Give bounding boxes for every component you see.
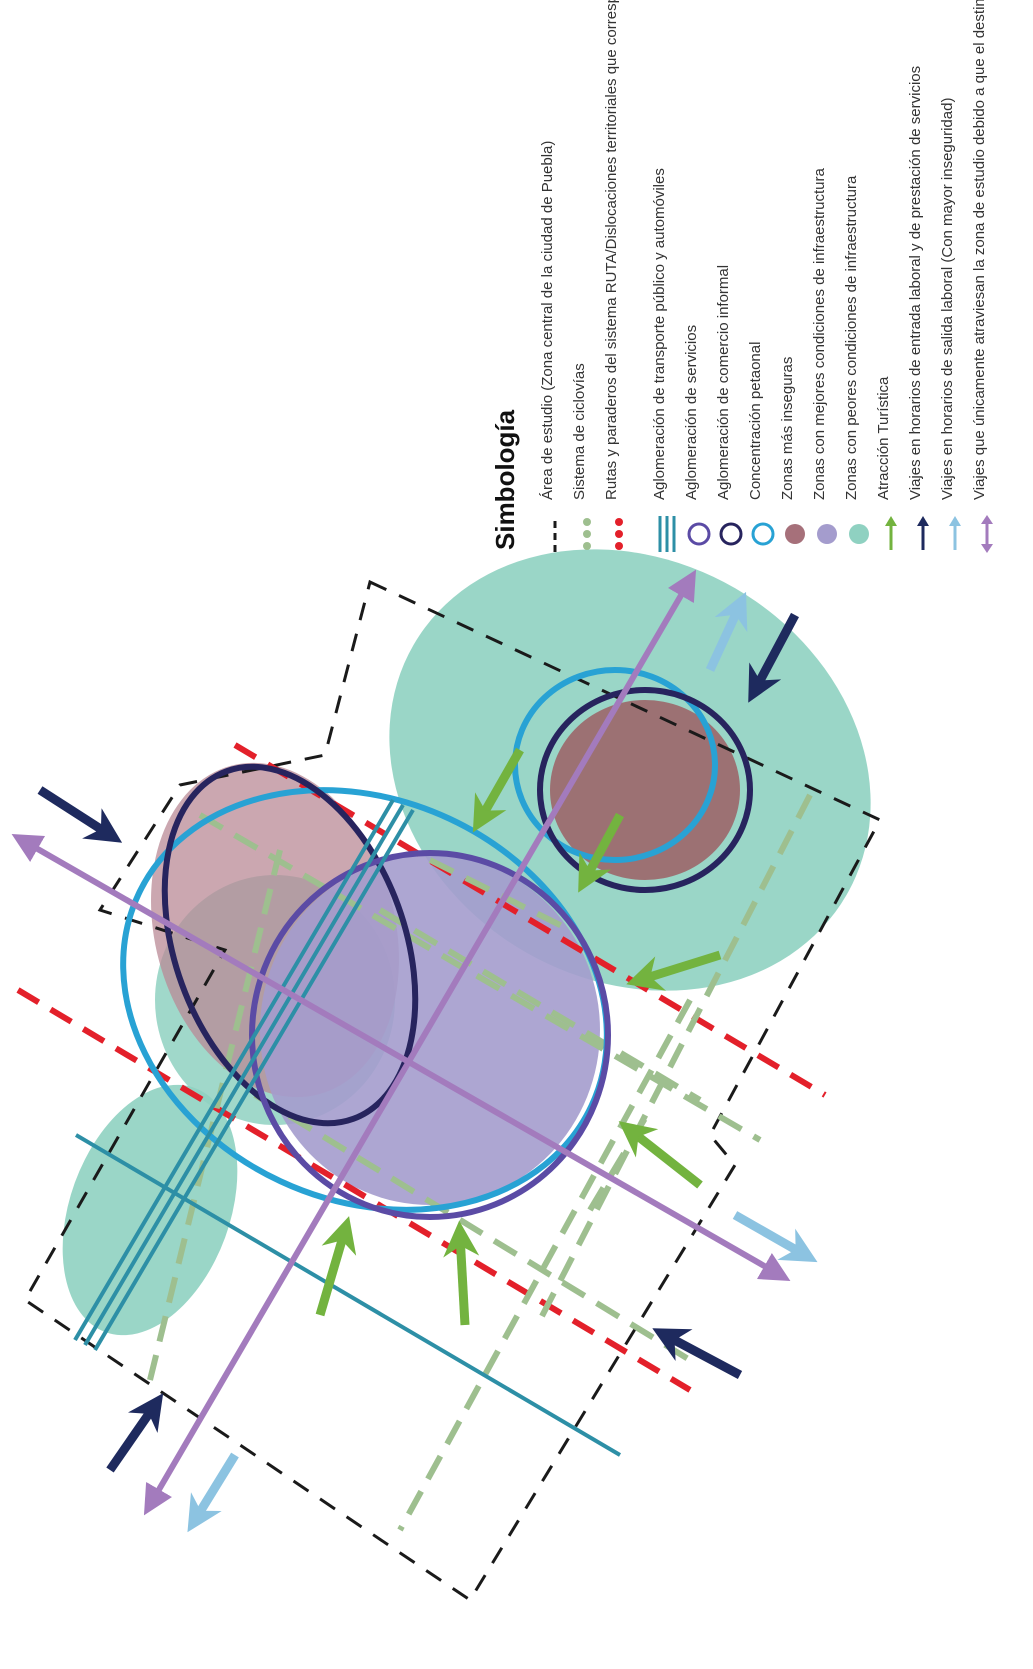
legend-item-transport: Aglomeración de transporte público y aut…	[651, 0, 684, 560]
green-arrow-icon	[885, 516, 897, 550]
legend-item-worse-infra: Zonas con peores condiciones de infraest…	[843, 0, 876, 560]
legend-label: Concentración petaonal	[747, 341, 764, 500]
legend-item-pedestrian: Concentración petaonal	[747, 0, 780, 560]
legend-item-unsafe: Zonas más inseguras	[779, 0, 812, 560]
legend-item-entrance: Viajes en horarios de entrada laboral y …	[907, 0, 940, 560]
navy-arrow-icon	[917, 516, 929, 550]
mauve-disc-icon	[785, 524, 805, 544]
legend-label: Zonas con mejores condiciones de infraes…	[811, 168, 828, 500]
triple-line-icon	[658, 516, 676, 552]
legend-label: Sistema de ciclovías	[571, 363, 588, 500]
lavender-disc-icon	[817, 524, 837, 544]
legend-label: Viajes en horarios de entrada laboral y …	[907, 65, 924, 500]
legend-label: Área de estudio (Zona central de la ciud…	[539, 140, 556, 500]
legend-item-through: Viajes que únicamente atraviesan la zona…	[971, 0, 1004, 560]
teal-disc-icon	[849, 524, 869, 544]
legend-label: Viajes que únicamente atraviesan la zona…	[971, 0, 988, 500]
legend: Simbología Área de estudio (Zona central…	[480, 0, 1033, 560]
tourist-attraction-arrows	[315, 747, 722, 1326]
legend-item-tourism: Atracción Turística	[875, 0, 908, 560]
legend-label: Aglomeración de comercio informal	[715, 264, 732, 500]
green-dotted-line-icon	[583, 518, 591, 550]
legend-label: Zonas más inseguras	[779, 356, 796, 500]
entrance-trip-arrows	[37, 612, 799, 1473]
legend-item-informal-commerce: Aglomeración de comercio informal	[715, 0, 748, 560]
legend-item-exit: Viajes en horarios de salida laboral (Co…	[939, 0, 972, 560]
exit-trip-arrows	[187, 591, 818, 1533]
purple-double-arrow-icon	[981, 515, 993, 553]
legend-label: Rutas y paraderos del sistema RUTA/Dislo…	[603, 0, 620, 500]
legend-label: Zonas con peores condiciones de infraest…	[843, 175, 860, 500]
dashed-black-line-icon	[553, 516, 557, 552]
purple-ring-icon	[687, 522, 711, 546]
legend-label: Aglomeración de transporte público y aut…	[651, 168, 668, 500]
legend-title: Simbología	[490, 409, 520, 550]
legend-label: Viajes en horarios de salida laboral (Co…	[939, 97, 956, 500]
legend-item-cycle-lanes: Sistema de ciclovías	[571, 0, 604, 560]
legend-item-study-area: Área de estudio (Zona central de la ciud…	[539, 0, 572, 560]
navy-ring-icon	[719, 522, 743, 546]
legend-item-services: Aglomeración de servicios	[683, 0, 716, 560]
legend-label: Atracción Turística	[875, 376, 892, 500]
through-traffic-arrows	[11, 569, 791, 1516]
light-blue-arrow-icon	[949, 516, 961, 550]
legend-item-better-infra: Zonas con mejores condiciones de infraes…	[811, 0, 844, 560]
legend-item-ruta: Rutas y paraderos del sistema RUTA/Dislo…	[603, 0, 636, 560]
blue-ring-icon	[751, 522, 775, 546]
red-dotted-line-icon	[615, 518, 623, 550]
legend-label: Aglomeración de servicios	[683, 324, 700, 500]
